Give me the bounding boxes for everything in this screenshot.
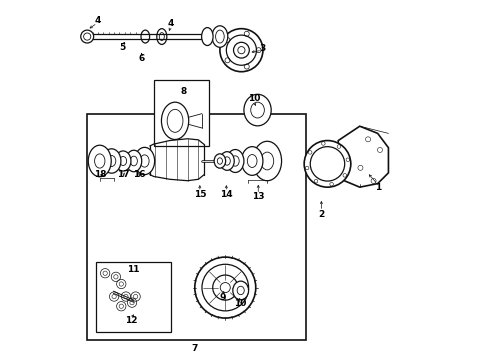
Text: 12: 12 (125, 316, 138, 325)
Text: 10: 10 (248, 94, 260, 103)
Circle shape (195, 257, 256, 318)
Bar (96, 262, 172, 332)
Circle shape (304, 140, 351, 187)
Circle shape (81, 30, 94, 43)
Ellipse shape (88, 145, 111, 177)
Bar (87, 114, 306, 339)
Text: 5: 5 (119, 43, 125, 52)
Ellipse shape (233, 281, 248, 300)
Ellipse shape (161, 102, 189, 139)
Ellipse shape (214, 154, 225, 168)
Text: 14: 14 (220, 190, 233, 199)
Text: 1: 1 (374, 183, 381, 192)
Text: 18: 18 (94, 170, 106, 179)
Text: 6: 6 (139, 54, 145, 63)
Ellipse shape (135, 147, 155, 175)
Text: 8: 8 (180, 86, 186, 95)
Text: 7: 7 (191, 344, 197, 353)
Text: 3: 3 (259, 44, 266, 53)
Text: 16: 16 (133, 170, 146, 179)
Text: 4: 4 (168, 19, 174, 28)
Text: 17: 17 (118, 170, 130, 179)
Ellipse shape (253, 141, 282, 181)
Ellipse shape (242, 147, 263, 175)
Text: 11: 11 (127, 265, 139, 274)
Ellipse shape (212, 26, 228, 47)
Circle shape (220, 29, 263, 72)
Polygon shape (338, 126, 389, 187)
Ellipse shape (102, 149, 121, 173)
Ellipse shape (201, 28, 213, 45)
Ellipse shape (244, 94, 271, 126)
Text: 9: 9 (219, 293, 225, 302)
Text: 13: 13 (252, 192, 265, 201)
Bar (153, 80, 209, 146)
Ellipse shape (126, 150, 142, 172)
Text: 2: 2 (318, 210, 324, 219)
Ellipse shape (115, 151, 131, 171)
Text: 10: 10 (235, 299, 247, 308)
Text: 15: 15 (194, 190, 206, 199)
Ellipse shape (220, 152, 234, 170)
Ellipse shape (227, 149, 244, 172)
Text: 4: 4 (94, 16, 100, 25)
